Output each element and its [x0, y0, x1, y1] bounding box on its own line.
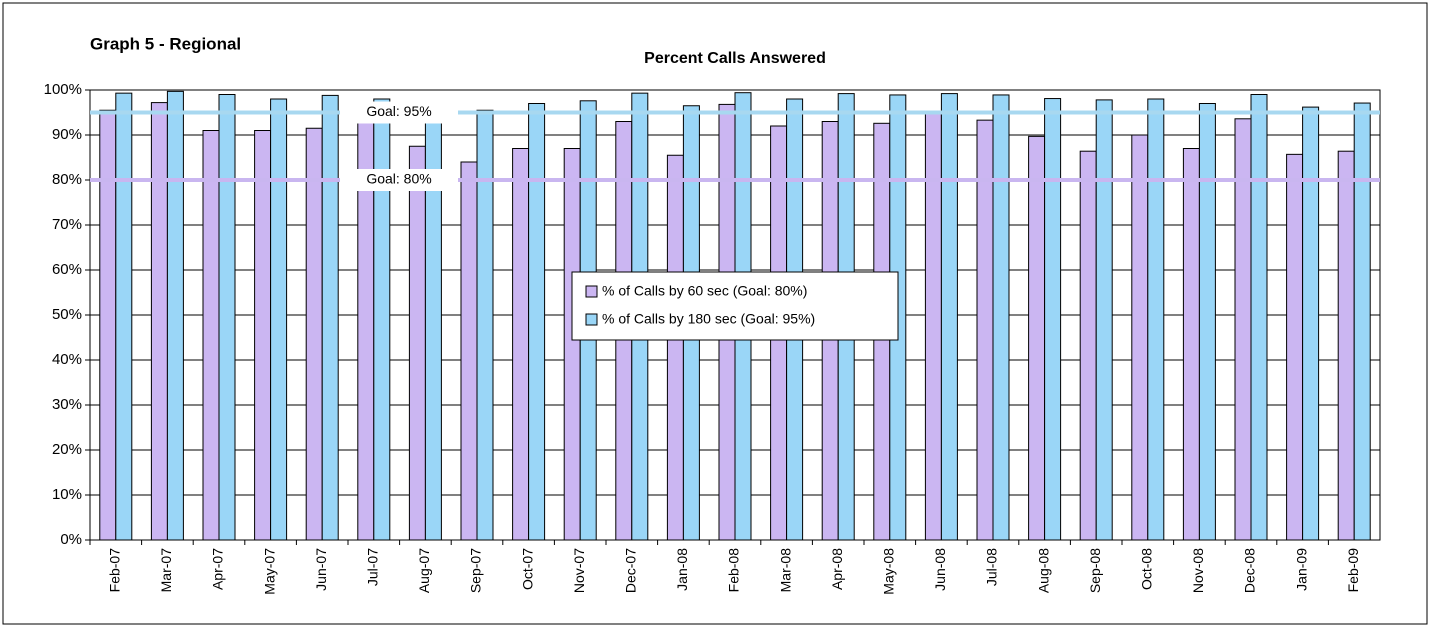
- legend-swatch: [585, 313, 598, 326]
- bar: [150, 102, 168, 541]
- x-tick-label: Feb-07: [107, 548, 123, 593]
- x-tick-label: Dec-07: [623, 548, 639, 593]
- x-tick-label: Nov-08: [1190, 548, 1206, 593]
- bar: [1147, 98, 1165, 541]
- x-tick-label: Jun-08: [932, 548, 948, 591]
- bar: [563, 148, 581, 541]
- bar: [666, 154, 684, 541]
- goal-label: Goal: 80%: [366, 171, 431, 187]
- bar: [424, 103, 442, 541]
- legend-label: % of Calls by 60 sec (Goal: 80%): [602, 283, 807, 299]
- x-tick-label: Feb-09: [1345, 548, 1361, 593]
- bar: [992, 94, 1010, 541]
- bar: [115, 92, 133, 541]
- y-tick-label: 20%: [52, 441, 82, 458]
- x-tick-label: Jun-07: [313, 548, 329, 591]
- y-tick-label: 60%: [52, 261, 82, 278]
- x-tick-label: Mar-08: [777, 548, 793, 593]
- x-tick-label: Oct-08: [1139, 548, 1155, 590]
- bar: [1286, 153, 1304, 541]
- plot-frame: [89, 89, 1381, 541]
- x-tick-label: Sep-07: [468, 548, 484, 593]
- y-tick-label: 0%: [60, 531, 82, 548]
- x-tick-label: Aug-08: [1035, 548, 1051, 593]
- goal-label-box: [340, 101, 458, 124]
- x-tick-label: Apr-08: [829, 548, 845, 590]
- x-tick-label: May-07: [261, 548, 277, 595]
- y-tick-label: 80%: [52, 171, 82, 188]
- bar: [321, 94, 339, 541]
- bar: [218, 94, 236, 541]
- bar: [976, 119, 994, 541]
- bar: [202, 130, 220, 541]
- bar: [1131, 134, 1149, 541]
- y-tick-label: 10%: [52, 486, 82, 503]
- y-tick-label: 50%: [52, 306, 82, 323]
- x-tick-label: Aug-07: [416, 548, 432, 593]
- x-tick-label: Nov-07: [571, 548, 587, 593]
- bar: [1302, 106, 1320, 541]
- bar: [1095, 99, 1113, 541]
- bar: [166, 90, 184, 541]
- x-tick-label: Jan-09: [1293, 548, 1309, 591]
- chart-subtitle: Graph 5 - Regional: [90, 34, 241, 53]
- bar: [1028, 135, 1046, 541]
- bar: [1250, 94, 1268, 541]
- y-tick-label: 90%: [52, 126, 82, 143]
- bar: [940, 93, 958, 541]
- bar: [373, 98, 391, 541]
- x-tick-label: Jul-08: [984, 548, 1000, 586]
- bar: [1337, 150, 1355, 541]
- bar: [270, 98, 288, 541]
- x-tick-label: Jan-08: [674, 548, 690, 591]
- x-tick-label: Feb-08: [726, 548, 742, 593]
- y-tick-label: 30%: [52, 396, 82, 413]
- chart-title: Percent Calls Answered: [644, 50, 826, 67]
- bar: [1044, 98, 1062, 541]
- legend-label: % of Calls by 180 sec (Goal: 95%): [602, 311, 815, 327]
- bar: [1198, 103, 1216, 541]
- legend-swatch: [585, 285, 598, 298]
- bar: [460, 161, 478, 541]
- bar: [1353, 102, 1371, 541]
- bar: [305, 127, 323, 541]
- bar: [1182, 148, 1200, 541]
- x-tick-label: May-08: [881, 548, 897, 595]
- x-tick-label: Dec-08: [1242, 548, 1258, 593]
- x-tick-label: Sep-08: [1087, 548, 1103, 593]
- bar: [924, 112, 942, 541]
- y-tick-label: 40%: [52, 351, 82, 368]
- x-tick-label: Oct-07: [519, 548, 535, 590]
- goal-label: Goal: 95%: [366, 103, 431, 119]
- bar: [408, 145, 426, 541]
- bar: [476, 109, 494, 541]
- bar: [1079, 150, 1097, 541]
- bar: [254, 130, 272, 541]
- bar: [528, 103, 546, 541]
- goal-label-box: [340, 169, 458, 191]
- x-tick-label: Mar-07: [158, 548, 174, 593]
- x-tick-label: Apr-07: [210, 548, 226, 590]
- y-tick-label: 70%: [52, 216, 82, 233]
- x-tick-label: Jul-07: [365, 548, 381, 586]
- y-tick-label: 100%: [44, 81, 82, 98]
- bar: [512, 148, 530, 541]
- legend-box: [571, 271, 899, 341]
- bar: [99, 109, 117, 541]
